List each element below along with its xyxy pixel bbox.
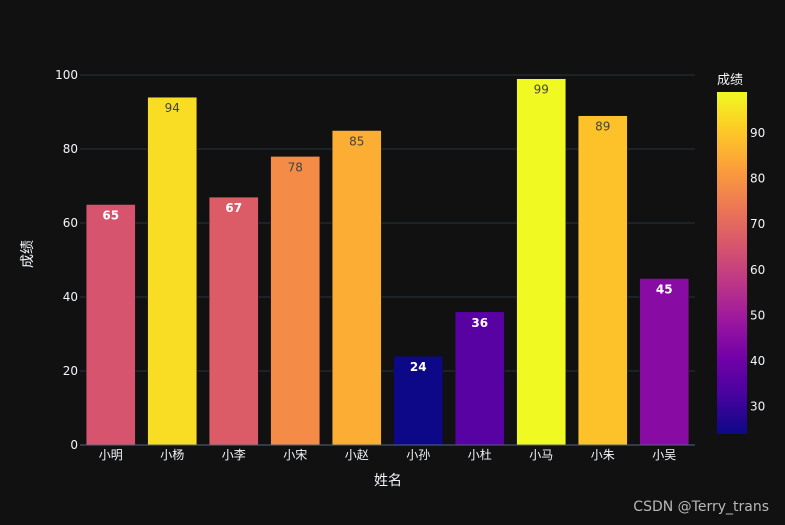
bar-value-label: 78: [288, 160, 303, 174]
x-tick-label: 小宋: [283, 447, 307, 462]
colorbar-title: 成绩: [717, 73, 743, 88]
x-tick-label: 小赵: [345, 448, 369, 462]
colorbar-tick-label: 90: [750, 126, 765, 140]
bar: [270, 156, 321, 446]
data-labels: 65 94 67 78 85 24 36 99 89 45: [102, 83, 672, 375]
y-tick-label: 20: [63, 364, 78, 378]
y-tick-label: 60: [63, 216, 78, 230]
y-tick-label: 100: [55, 68, 78, 82]
bar-value-label: 94: [165, 101, 180, 115]
bar-value-label: 85: [349, 135, 364, 149]
x-tick-label: 小吴: [652, 448, 676, 462]
colorbar-tick-label: 30: [750, 400, 765, 414]
bar: [577, 115, 628, 446]
bars: [85, 78, 690, 446]
bar-value-label: 99: [534, 83, 549, 97]
x-tick-label: 小李: [222, 447, 246, 462]
x-axis-title: 姓名: [374, 473, 402, 489]
x-tick-label: 小杨: [160, 447, 184, 462]
colorbar-gradient: [717, 92, 747, 434]
y-tick-label: 0: [70, 438, 78, 452]
bar: [639, 278, 690, 446]
colorbar-tick-label: 60: [750, 263, 765, 277]
bar-value-label: 65: [102, 209, 119, 223]
watermark: CSDN @Terry_trans: [633, 499, 769, 515]
bar-value-label: 36: [471, 316, 488, 330]
bar-value-label: 45: [656, 283, 673, 297]
colorbar-tick-label: 70: [750, 217, 765, 231]
x-tick-label: 小孙: [406, 448, 430, 462]
bar: [393, 355, 444, 446]
bar-value-label: 24: [410, 360, 427, 374]
bar-value-label: 89: [595, 120, 610, 134]
x-tick-label: 小朱: [591, 448, 615, 462]
bar: [147, 96, 198, 446]
x-tick-label: 小明: [99, 448, 123, 462]
colorbar-tick-label: 50: [750, 308, 765, 322]
bar: [85, 204, 136, 446]
y-axis-title: 成绩: [20, 240, 36, 268]
bar: [516, 78, 567, 446]
y-tick-label: 40: [63, 290, 78, 304]
bar: [331, 130, 382, 446]
axes: 0 20 40 60 80 100 小明 小杨 小李 小宋 小赵 小孙 小杜 小马 小朱 小吴: [55, 68, 695, 462]
colorbar-tick-label: 40: [750, 354, 765, 368]
x-tick-label: 小杜: [468, 447, 492, 462]
bar-value-label: 67: [225, 201, 242, 215]
bar: [454, 311, 505, 446]
y-tick-label: 80: [63, 142, 78, 156]
bar: [208, 196, 259, 446]
colorbar-tick-label: 80: [750, 172, 765, 186]
x-tick-label: 小马: [529, 448, 553, 462]
colorbar: 成绩 30 40 50 60 70 80 90: [717, 73, 765, 434]
